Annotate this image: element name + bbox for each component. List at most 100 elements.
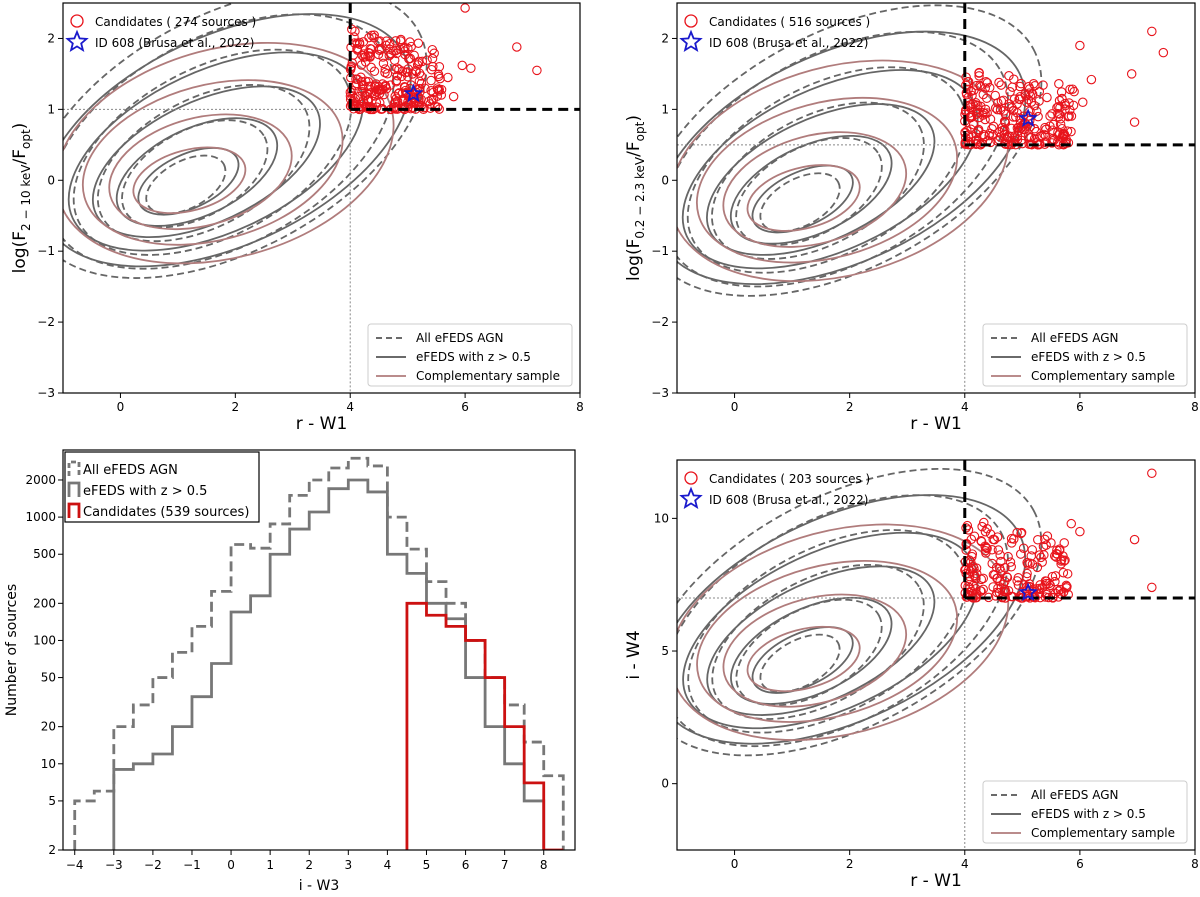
candidate-point [1020,122,1030,132]
candidate-point [457,60,467,71]
candidate-point [364,81,374,92]
candidate-point [999,116,1010,127]
candidate-point [1126,69,1137,79]
candidate-point [980,83,991,93]
contour-line [677,30,1009,288]
candidate-point [1012,131,1023,141]
candidate-point [1058,128,1069,139]
y-axis-label: log(F2 − 10 keV/Fopt) [10,123,33,274]
candidate-point [1040,576,1051,586]
candidate-point [1064,98,1074,108]
candidate-point [1047,109,1057,119]
candidate-point [1024,88,1034,98]
candidate-point [1005,87,1015,97]
candidate-point [1021,97,1032,107]
candidate-point [1032,562,1043,573]
candidate-point [427,53,438,64]
legend-box [367,323,573,387]
y-tick-label: 2 [47,31,55,45]
candidate-point [352,74,363,85]
y-tick-label: 1 [47,102,55,116]
candidate-point [980,526,991,537]
candidate-point [1015,91,1025,102]
legend-candidates-label: Candidates ( 274 sources ) [95,15,256,29]
candidate-point [1054,109,1065,119]
plot-frame [676,2,1196,394]
y-tick-label: 500 [33,547,56,561]
legend-entry-label: eFEDS with z > 0.5 [1031,350,1146,364]
candidate-point [976,536,987,547]
candidate-point [1057,123,1067,134]
candidate-point [1147,468,1157,479]
candidate-point [389,55,400,66]
legend-entry-label: All eFEDS AGN [83,463,178,478]
candidate-point [976,586,986,596]
y-tick-label: 10 [654,511,669,525]
candidate-point [1055,114,1066,124]
contour-line [751,626,854,694]
candidate-point [990,90,1001,101]
candidate-point [1005,557,1016,567]
candidate-point [1038,80,1048,90]
x-tick-label: 2 [232,400,240,414]
candidate-point [993,583,1003,593]
candidate-point [987,545,997,555]
candidate-point [1059,556,1069,566]
contour-line [677,30,1027,286]
candidate-point [982,524,992,534]
candidate-point [1147,582,1157,593]
candidate-point [1147,26,1157,37]
candidate-point [996,80,1006,90]
candidate-point [978,573,989,584]
y-label-end: ) [10,123,30,130]
candidate-point [1052,545,1062,555]
candidate-point [443,72,453,83]
legend-box [982,323,1188,387]
candidate-point [1016,528,1026,539]
contour-line [730,596,893,705]
candidate-point [1075,40,1085,51]
y-label-mid: /F [624,141,644,157]
candidate-point [1055,119,1066,129]
candidate-point [1039,550,1049,560]
candidate-point [984,130,994,141]
candidate-point [365,51,375,61]
candidate-point [1024,132,1035,143]
candidate-point [985,529,996,539]
candidate-point [1158,47,1169,58]
legend-entry-label: All eFEDS AGN [416,331,504,345]
x-tick-label: 4 [961,857,969,871]
y-tick-label: −1 [651,244,669,258]
y-tick-label: −3 [651,386,669,400]
legend-entry-label: Complementary sample [1031,369,1175,383]
candidate-point [965,566,976,577]
x-tick-label: 0 [731,400,739,414]
x-axis-label: r - W1 [910,414,962,434]
candidate-point [971,80,982,91]
candidate-point [370,82,381,92]
x-tick-label: 7 [501,858,509,872]
candidate-point [1066,518,1077,529]
x-tick-label: 4 [961,400,969,414]
contour-line [696,560,959,723]
candidate-point [434,84,445,95]
y-axis-label: Number of sources [4,584,20,716]
histogram-series [73,456,565,850]
candidate-point [347,24,357,35]
y-tick-label: 20 [41,720,56,734]
y-tick-label: 1 [661,102,669,116]
candidate-point [1042,92,1052,103]
candidate-point [1026,97,1037,107]
y-tick-label: 0 [661,173,669,187]
y-axis-label: i - W4 [624,630,644,679]
candidate-point [448,91,459,102]
legend-candidates-marker [70,14,84,28]
y-tick-label: 5 [661,644,669,658]
candidate-point [1049,551,1060,561]
candidate-point [1010,112,1021,122]
contour-line [63,3,428,279]
y-label-sub: 0.2 − 2.3 keV [633,156,647,239]
candidate-point [1075,526,1085,537]
x-tick-label: 8 [540,858,548,872]
